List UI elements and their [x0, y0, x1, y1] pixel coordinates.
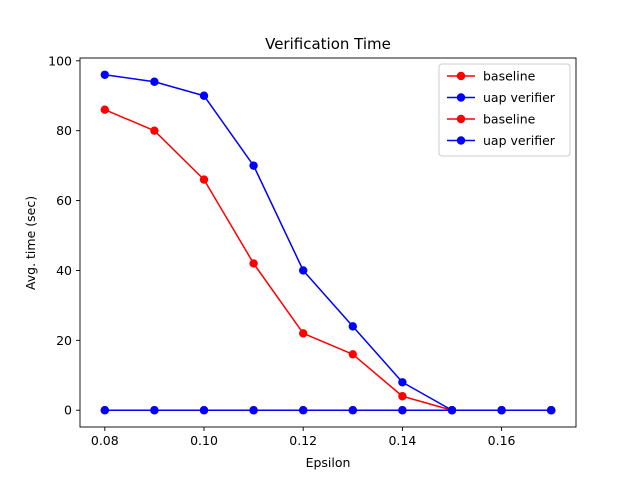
data-point [199, 91, 209, 100]
legend-marker [456, 93, 466, 102]
data-point [249, 161, 258, 170]
series-layer [100, 70, 556, 415]
y-axis-label: Avg. time (sec) [23, 196, 38, 290]
data-point [398, 378, 407, 387]
legend-box [438, 63, 571, 157]
y-tick-label: 0 [64, 403, 72, 418]
x-tick-label: 0.14 [388, 433, 416, 448]
data-point [398, 406, 407, 415]
data-point [398, 392, 407, 401]
legend-label: baseline [483, 69, 536, 84]
data-point [249, 406, 258, 415]
y-axis: 0 20 40 60 80 100 [48, 53, 80, 418]
x-tick-label: 0.10 [190, 433, 218, 448]
data-point [100, 406, 110, 415]
x-axis-label: Epsilon [306, 455, 351, 470]
data-point [547, 406, 556, 415]
y-tick-label: 100 [48, 53, 72, 68]
data-point [497, 406, 506, 415]
data-point [199, 175, 209, 184]
legend-label: uap verifier [483, 133, 556, 148]
plot-area [79, 57, 577, 428]
y-tick-label: 60 [56, 193, 72, 208]
plot-frame [79, 57, 577, 428]
data-point [100, 105, 110, 114]
data-point [348, 406, 357, 415]
data-point [199, 406, 209, 415]
data-point [150, 126, 159, 135]
data-point [447, 406, 457, 415]
data-point [348, 322, 357, 331]
legend-label: uap verifier [483, 90, 556, 105]
y-tick-label: 20 [56, 333, 72, 348]
x-tick-label: 0.12 [289, 433, 317, 448]
x-tick-label: 0.08 [91, 433, 119, 448]
legend-label: baseline [483, 112, 536, 127]
y-tick-label: 80 [56, 123, 72, 138]
data-point [150, 77, 159, 86]
x-axis: 0.08 0.10 0.12 0.14 0.16 [91, 427, 516, 448]
legend-marker [456, 114, 466, 124]
data-point [249, 259, 258, 268]
data-point [299, 266, 308, 275]
y-tick-label: 40 [56, 263, 72, 278]
legend-marker [456, 136, 466, 145]
legend-marker [456, 71, 466, 81]
data-point [348, 350, 357, 359]
chart-title: Verification Time [265, 35, 391, 53]
data-point [299, 406, 308, 415]
x-tick-label: 0.16 [488, 433, 516, 448]
legend: baseline uap verifier baseline uap verifier [438, 63, 571, 157]
data-point [150, 406, 159, 415]
data-point [100, 70, 110, 79]
data-point [299, 329, 308, 338]
